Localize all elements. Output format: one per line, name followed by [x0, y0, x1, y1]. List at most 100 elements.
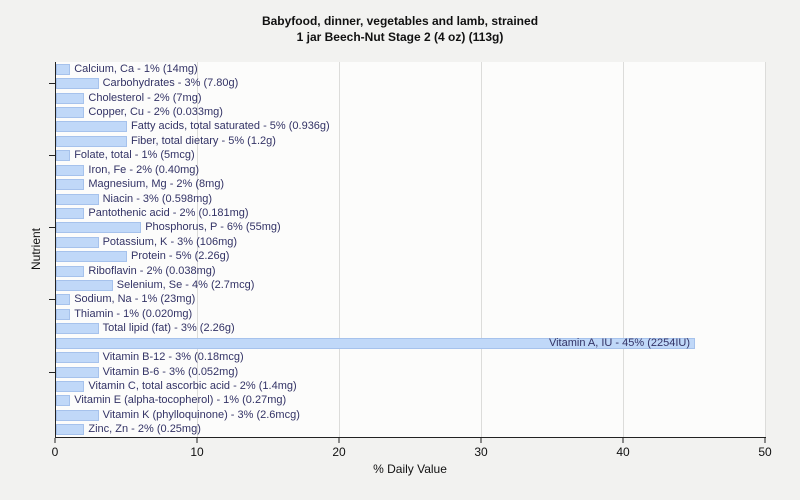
x-tick-label: 40 — [616, 445, 630, 459]
x-tick-mark — [622, 438, 624, 443]
bar-row: Iron, Fe - 2% (0.40mg) — [56, 163, 766, 177]
bar — [56, 236, 99, 248]
bar — [56, 265, 85, 277]
bar — [56, 280, 113, 292]
bar-label: Magnesium, Mg - 2% (8mg) — [88, 178, 225, 191]
bar-label: Calcium, Ca - 1% (14mg) — [74, 62, 198, 75]
bar-label: Vitamin K (phylloquinone) - 3% (2.6mcg) — [102, 408, 300, 421]
bar — [56, 409, 99, 421]
chart-title-line1: Babyfood, dinner, vegetables and lamb, s… — [261, 14, 539, 28]
bars-container: Calcium, Ca - 1% (14mg) Carbohydrates - 3… — [56, 62, 766, 437]
bar — [56, 424, 85, 436]
bar — [56, 78, 99, 90]
bar — [56, 164, 85, 176]
y-tick-mark — [49, 299, 55, 301]
x-axis-label: % Daily Value — [373, 462, 447, 476]
bar — [56, 121, 127, 133]
bar — [56, 63, 71, 75]
bar-label: Thiamin - 1% (0.020mg) — [74, 307, 193, 320]
bar-row: Thiamin - 1% (0.020mg) — [56, 307, 766, 321]
bar-row: Fatty acids, total saturated - 5% (0.936… — [56, 120, 766, 134]
bar-row: Vitamin B-12 - 3% (0.18mcg) — [56, 350, 766, 364]
x-tick-label: 50 — [758, 445, 772, 459]
x-tick-mark — [764, 438, 766, 443]
bar-row: Vitamin E (alpha-tocopherol) - 1% (0.27m… — [56, 394, 766, 408]
gridline — [765, 62, 766, 437]
x-tick-label: 30 — [474, 445, 488, 459]
bar — [56, 395, 71, 407]
bar-row: Phosphorus, P - 6% (55mg) — [56, 221, 766, 235]
bar — [56, 207, 85, 219]
x-tick-mark — [338, 438, 340, 443]
bar-label: Fiber, total dietary - 5% (1.2g) — [131, 134, 276, 147]
bar-row: Potassium, K - 3% (106mg) — [56, 235, 766, 249]
bar-label: Vitamin C, total ascorbic acid - 2% (1.4… — [88, 379, 297, 392]
bar — [56, 251, 127, 263]
bar-row: Vitamin K (phylloquinone) - 3% (2.6mcg) — [56, 408, 766, 422]
bar-label: Vitamin B-6 - 3% (0.052mg) — [102, 365, 239, 378]
gridline — [481, 62, 482, 437]
gridline — [197, 62, 198, 437]
x-tick-mark — [54, 438, 56, 443]
bar-row: Fiber, total dietary - 5% (1.2g) — [56, 134, 766, 148]
bar-row: Total lipid (fat) - 3% (2.26g) — [56, 322, 766, 336]
bar — [56, 106, 85, 118]
bar-label: Total lipid (fat) - 3% (2.26g) — [102, 322, 235, 335]
bar-row: Vitamin B-6 - 3% (0.052mg) — [56, 365, 766, 379]
bar-label: Protein - 5% (2.26g) — [131, 250, 230, 263]
bar-row: Protein - 5% (2.26g) — [56, 249, 766, 263]
plot-area: Calcium, Ca - 1% (14mg) Carbohydrates - 3… — [49, 62, 766, 438]
x-tick-mark — [480, 438, 482, 443]
bar-label: Zinc, Zn - 2% (0.25mg) — [88, 423, 201, 436]
bar — [56, 150, 71, 162]
bar-label: Cholesterol - 2% (7mg) — [88, 91, 202, 104]
gridline — [339, 62, 340, 437]
bar-row: Niacin - 3% (0.598mg) — [56, 192, 766, 206]
bar-row: Folate, total - 1% (5mcg) — [56, 149, 766, 163]
bar-row: Vitamin C, total ascorbic acid - 2% (1.4… — [56, 379, 766, 393]
bar — [56, 92, 85, 104]
y-tick-mark — [49, 227, 55, 229]
bar-row: Zinc, Zn - 2% (0.25mg) — [56, 423, 766, 437]
bar — [56, 308, 71, 320]
x-tick-label: 0 — [51, 445, 59, 459]
bar-label: Copper, Cu - 2% (0.033mg) — [88, 105, 223, 118]
bar-label: Vitamin E (alpha-tocopherol) - 1% (0.27m… — [74, 394, 287, 407]
bar-label: Vitamin B-12 - 3% (0.18mcg) — [102, 351, 244, 364]
bar — [56, 323, 99, 335]
bar-row: Selenium, Se - 4% (2.7mcg) — [56, 278, 766, 292]
x-axis: 0 10 20 30 40 50 — [51, 438, 772, 468]
bar: Vitamin A, IU - 45% (2254IU) — [56, 337, 695, 349]
bar — [56, 179, 85, 191]
bar-label: Riboflavin - 2% (0.038mg) — [88, 264, 216, 277]
bar — [56, 135, 127, 147]
bar-label: Fatty acids, total saturated - 5% (0.936… — [131, 120, 330, 133]
bar-label: Folate, total - 1% (5mcg) — [74, 149, 195, 162]
bar-label: Selenium, Se - 4% (2.7mcg) — [116, 279, 255, 292]
bar — [56, 193, 99, 205]
bar-row: Calcium, Ca - 1% (14mg) — [56, 62, 766, 76]
bar-row: Pantothenic acid - 2% (0.181mg) — [56, 206, 766, 220]
x-tick-label: 20 — [332, 445, 346, 459]
y-tick-mark — [49, 371, 55, 373]
bar-row: Vitamin A, IU - 45% (2254IU) — [56, 336, 766, 350]
bar — [56, 222, 142, 234]
x-tick-label: 10 — [190, 445, 204, 459]
chart-title-line2: 1 jar Beech-Nut Stage 2 (4 oz) (113g) — [296, 30, 504, 44]
bar-label: Phosphorus, P - 6% (55mg) — [145, 221, 281, 234]
bar — [56, 352, 99, 364]
bar-label: Potassium, K - 3% (106mg) — [102, 235, 238, 248]
bar-label: Niacin - 3% (0.598mg) — [102, 192, 213, 205]
gridline — [623, 62, 624, 437]
chart-title: Babyfood, dinner, vegetables and lamb, s… — [0, 13, 800, 45]
bar-row: Riboflavin - 2% (0.038mg) — [56, 264, 766, 278]
bar-row: Carbohydrates - 3% (7.80g) — [56, 76, 766, 90]
y-tick-mark — [49, 155, 55, 157]
bar-label: Iron, Fe - 2% (0.40mg) — [88, 163, 200, 176]
bar-row: Copper, Cu - 2% (0.033mg) — [56, 105, 766, 119]
y-axis-label: Nutrient — [29, 227, 43, 271]
bar-label: Carbohydrates - 3% (7.80g) — [102, 77, 239, 90]
y-tick-mark — [49, 83, 55, 85]
bar — [56, 380, 85, 392]
